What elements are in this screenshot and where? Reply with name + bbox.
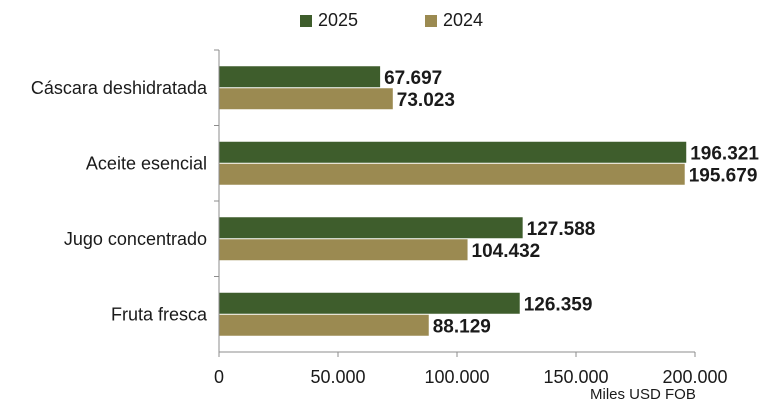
legend-swatch-2025: [300, 14, 312, 27]
data-label-2025-aceite-esencial: 196.321: [690, 143, 759, 164]
legend-swatch-2024: [425, 14, 437, 27]
x-tick-label: 200.000: [662, 367, 727, 387]
legend-item-2025: 2025: [300, 10, 358, 31]
bar-2025-cascara-deshidratada: [219, 66, 381, 88]
data-label-2024-fruta-fresca: 88.129: [433, 316, 491, 337]
bar-2025-aceite-esencial: [219, 141, 687, 163]
category-label-jugo-concentrado: Jugo concentrado: [64, 229, 207, 249]
bar-2025-fruta-fresca: [219, 292, 520, 314]
legend-label-2024: 2024: [443, 10, 484, 30]
category-label-aceite-esencial: Aceite esencial: [86, 153, 207, 173]
legend-label-2025: 2025: [318, 10, 359, 30]
data-label-2024-cascara-deshidratada: 73.023: [397, 90, 455, 111]
x-tick-label: 50.000: [310, 367, 365, 387]
category-label-cascara-deshidratada: Cáscara deshidratada: [31, 78, 208, 98]
bar-2025-jugo-concentrado: [219, 217, 523, 239]
data-label-2024-aceite-esencial: 195.679: [689, 165, 758, 186]
bar-2024-jugo-concentrado: [219, 239, 468, 261]
x-tick-label: 150.000: [543, 367, 608, 387]
legend-item-2024: 2024: [425, 10, 483, 31]
x-tick-label: 0: [214, 367, 224, 387]
x-tick-label: 100.000: [424, 367, 489, 387]
legend: 2025 2024: [0, 10, 774, 34]
data-label-2025-fruta-fresca: 126.359: [524, 294, 593, 315]
bar-2024-cascara-deshidratada: [219, 88, 393, 110]
data-label-2025-cascara-deshidratada: 67.697: [384, 68, 442, 89]
data-label-2025-jugo-concentrado: 127.588: [527, 219, 596, 240]
bar-2024-aceite-esencial: [219, 163, 685, 185]
data-label-2024-jugo-concentrado: 104.432: [472, 241, 541, 262]
bar-2024-fruta-fresca: [219, 314, 429, 336]
category-label-fruta-fresca: Fruta fresca: [111, 304, 208, 324]
x-axis-unit-label: Miles USD FOB: [590, 386, 696, 403]
